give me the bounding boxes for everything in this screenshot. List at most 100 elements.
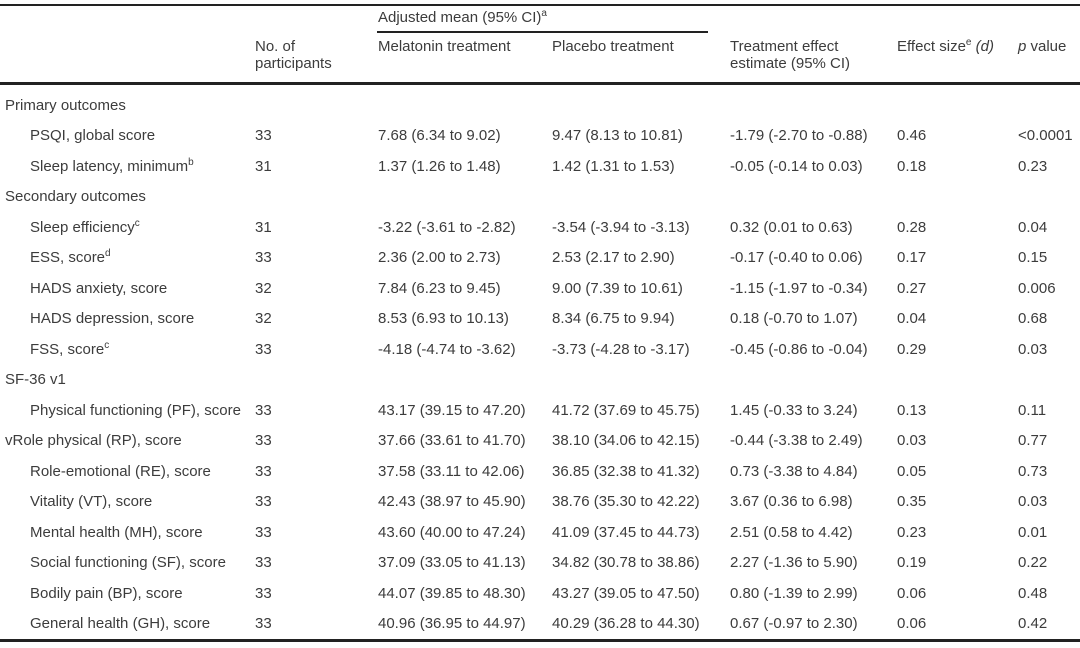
effect-size-cell: 0.05 [897,462,927,480]
column-header-placebo: Placebo treatment [552,38,674,55]
outcome-text: Vitality (VT), score [30,493,153,511]
p-value-cell: 0.03 [1018,493,1048,511]
outcome-text: Sleep efficiency [30,218,135,236]
effect-size-cell: 0.13 [897,401,927,419]
column-header-p-value: p value [1018,38,1080,55]
table-body: Primary outcomes PSQI, global score 33 7.68… [0,90,1080,639]
placebo-cell: 9.00 (7.39 to 10.61) [552,279,683,297]
p-value-cell: 0.42 [1018,615,1048,633]
column-header-treatment-effect: Treatment effect estimate (95% CI) [730,38,851,72]
table-row: ESS, scored 33 2.36 (2.00 to 2.73) 2.53 (2.… [0,243,1080,274]
column-header-melatonin: Melatonin treatment [378,38,511,55]
outcome-text: Role-emotional (RE), score [30,462,211,480]
placebo-cell: 43.27 (39.05 to 47.50) [552,584,700,602]
p-value-cell: 0.11 [1018,401,1047,419]
outcome-text: HADS anxiety, score [30,279,168,297]
effect-size-cell: 0.04 [897,310,927,328]
table-row: HADS depression, score 32 8.53 (6.93 to 10… [0,304,1080,335]
melatonin-cell: 37.66 (33.61 to 41.70) [378,432,526,450]
melatonin-cell: 40.96 (36.95 to 44.97) [378,615,526,633]
outcome-label: PSQI, global score [5,127,255,144]
treatment-effect-cell: 2.51 (0.58 to 4.42) [730,523,853,541]
p-value-cell: 0.006 [1018,279,1056,297]
treatment-effect-cell: -0.05 (-0.14 to 0.03) [730,157,863,175]
table-row: Vitality (VT), score 33 42.43 (38.97 to 45… [0,487,1080,518]
p-value-cell: 0.22 [1018,554,1048,572]
outcome-text: ESS, score [30,249,106,267]
effect-size-cell: 0.03 [897,432,927,450]
outcome-label: Sleep efficiencyc [5,217,255,236]
placebo-cell: -3.73 (-4.28 to -3.17) [552,340,690,358]
p-value-cell: 0.48 [1018,584,1048,602]
outcome-label: HADS anxiety, score [5,280,255,297]
treatment-effect-cell: -1.79 (-2.70 to -0.88) [730,127,868,145]
participants-cell: 33 [255,493,272,511]
table-row: vRole physical (RP), score 33 37.66 (33.61… [0,426,1080,457]
participants-cell: 33 [255,127,272,145]
column-header-participants: No. of participants [255,38,332,72]
outcome-label: Vitality (VT), score [5,493,255,510]
outcome-text: SF-36 v1 [5,371,66,389]
outcome-label: FSS, scorec [5,340,255,358]
melatonin-cell: 1.37 (1.26 to 1.48) [378,157,501,175]
footnote-marker: b [188,156,194,168]
treatment-effect-cell: 0.32 (0.01 to 0.63) [730,218,853,236]
table-row: Sleep latency, minimumb 31 1.37 (1.26 to 1… [0,151,1080,182]
melatonin-cell: 7.68 (6.34 to 9.02) [378,127,501,145]
p-value-cell: 0.04 [1018,218,1048,236]
outcome-label: Physical functioning (PF), score [5,402,255,419]
table-row: Social functioning (SF), score 33 37.09 (3… [0,548,1080,579]
participants-cell: 31 [255,218,272,236]
treatment-effect-cell: 3.67 (0.36 to 6.98) [730,493,853,511]
participants-cell: 31 [255,157,272,175]
placebo-cell: 38.76 (35.30 to 42.22) [552,493,700,511]
p-value-cell: <0.0001 [1018,127,1073,145]
participants-cell: 33 [255,615,272,633]
placebo-cell: 2.53 (2.17 to 2.90) [552,249,675,267]
footnote-marker: d [105,248,111,260]
spanner-underline-rule [377,31,708,33]
participants-cell: 33 [255,432,272,450]
melatonin-cell: -4.18 (-4.74 to -3.62) [378,340,516,358]
table-row: FSS, scorec 33 -4.18 (-4.74 to -3.62) -3.73… [0,334,1080,365]
p-value-cell: 0.68 [1018,310,1048,328]
column-group-header-adjusted-mean: Adjusted mean (95% CI)a [378,9,547,27]
participants-cell: 32 [255,279,272,297]
footnote-marker: c [134,217,140,229]
outcome-label: Role-emotional (RE), score [5,463,255,480]
effect-size-d: (d) [975,38,994,55]
outcome-text: Bodily pain (BP), score [30,584,183,602]
melatonin-cell: 37.58 (33.11 to 42.06) [378,462,525,480]
effect-size-cell: 0.23 [897,523,927,541]
table-row: Bodily pain (BP), score 33 44.07 (39.85 to… [0,578,1080,609]
p-value-cell: 0.77 [1018,432,1048,450]
effect-size-label: Effect size [897,38,966,55]
effect-size-cell: 0.28 [897,218,927,236]
participants-cell: 32 [255,310,272,328]
effect-size-cell: 0.19 [897,554,927,572]
outcome-label: SF-36 v1 [5,371,255,388]
section-row: Primary outcomes [0,90,1080,121]
bottom-rule [0,639,1080,642]
placebo-cell: 1.42 (1.31 to 1.53) [552,157,675,175]
outcome-label: Sleep latency, minimumb [5,156,255,175]
placebo-cell: 41.09 (37.45 to 44.73) [552,523,700,541]
melatonin-cell: 37.09 (33.05 to 41.13) [378,554,526,572]
placebo-cell: 8.34 (6.75 to 9.94) [552,310,675,328]
melatonin-cell: 44.07 (39.85 to 48.30) [378,584,526,602]
melatonin-cell: 7.84 (6.23 to 9.45) [378,279,501,297]
treatment-effect-cell: -0.44 (-3.38 to 2.49) [730,432,863,450]
participants-cell: 33 [255,523,272,541]
outcome-text: Sleep latency, minimum [30,157,189,175]
placebo-cell: 38.10 (34.06 to 42.15) [552,432,700,450]
outcome-label: Secondary outcomes [5,188,255,205]
effect-size-cell: 0.18 [897,157,927,175]
p-value-cell: 0.23 [1018,157,1048,175]
outcome-label: General health (GH), score [5,615,255,632]
placebo-cell: 41.72 (37.69 to 45.75) [552,401,700,419]
placebo-cell: 9.47 (8.13 to 10.81) [552,127,683,145]
table-row: PSQI, global score 33 7.68 (6.34 to 9.02) 9… [0,121,1080,152]
placebo-cell: -3.54 (-3.94 to -3.13) [552,218,690,236]
effect-size-cell: 0.46 [897,127,927,145]
